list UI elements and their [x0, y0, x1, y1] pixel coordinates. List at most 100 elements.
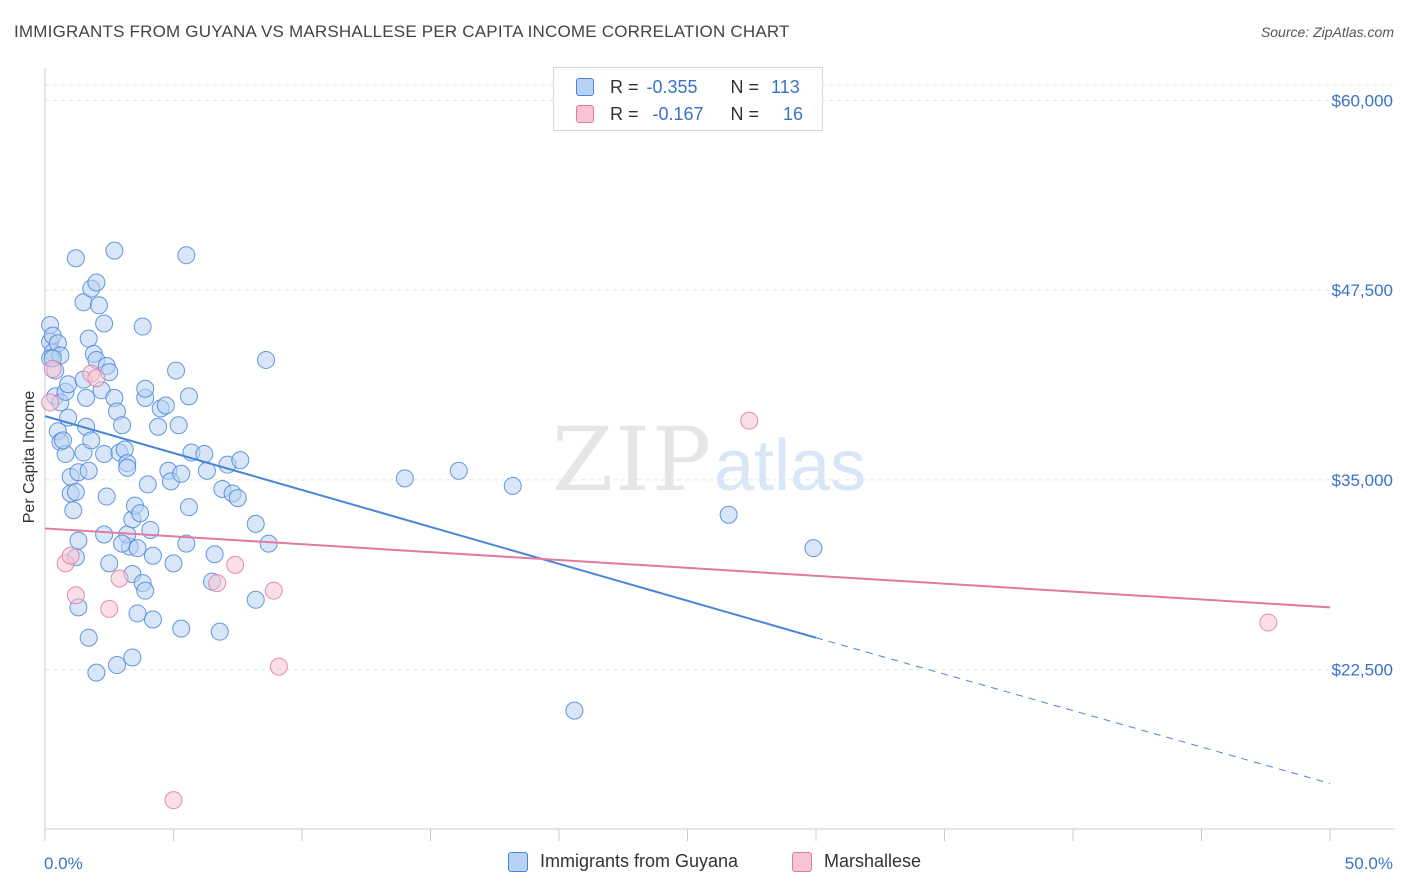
point-marshallese — [740, 411, 759, 430]
y-tick-label: $47,500 — [1332, 281, 1393, 300]
legend-r-label: R = — [610, 103, 639, 124]
point-guyana — [133, 317, 152, 336]
point-guyana — [136, 581, 155, 600]
point-guyana — [177, 534, 196, 553]
legend-r-value-guyana: -0.355 — [646, 76, 698, 97]
point-guyana — [449, 461, 468, 480]
point-marshallese — [1259, 613, 1278, 632]
point-guyana — [69, 531, 88, 550]
point-guyana — [143, 610, 162, 629]
point-marshallese — [66, 586, 85, 605]
point-guyana — [169, 416, 188, 435]
series-guyana-points — [41, 241, 823, 720]
point-guyana — [79, 329, 98, 348]
point-guyana — [177, 246, 196, 265]
watermark: ZIP atlas — [552, 408, 866, 511]
watermark-atlas: atlas — [714, 426, 866, 506]
trend-line-guyana — [44, 415, 817, 639]
point-marshallese — [87, 369, 106, 388]
point-guyana — [95, 525, 114, 544]
point-guyana — [172, 464, 191, 483]
point-guyana — [59, 375, 78, 394]
point-guyana — [395, 469, 414, 488]
series-legend-guyana: Immigrants from Guyana — [508, 851, 738, 872]
point-marshallese — [226, 555, 245, 574]
series-legend-swatch-guyana — [508, 851, 528, 872]
point-guyana — [156, 396, 175, 415]
legend-row-guyana: R = -0.355 N = 113 — [576, 75, 800, 99]
point-guyana — [246, 590, 265, 609]
point-marshallese — [164, 791, 183, 810]
point-guyana — [246, 514, 265, 533]
point-guyana — [210, 622, 229, 641]
series-marshallese-points — [41, 360, 1278, 810]
point-guyana — [105, 241, 124, 260]
legend-r-value-marshallese: -0.167 — [652, 103, 704, 124]
gridlines — [45, 84, 1395, 671]
point-guyana — [128, 604, 147, 623]
point-guyana — [565, 701, 584, 720]
x-tick-label-max: 50.0% — [1345, 854, 1393, 873]
point-guyana — [100, 554, 119, 573]
point-guyana — [87, 273, 106, 292]
point-guyana — [164, 554, 183, 573]
point-guyana — [804, 539, 823, 558]
point-guyana — [79, 628, 98, 647]
point-marshallese — [100, 599, 119, 618]
point-guyana — [179, 387, 198, 406]
point-guyana — [89, 296, 108, 315]
chart-title: IMMIGRANTS FROM GUYANA VS MARSHALLESE PE… — [14, 22, 790, 41]
series-legend-label-marshallese: Marshallese — [824, 851, 922, 871]
series-legend-marshallese: Marshallese — [792, 851, 921, 872]
point-marshallese — [43, 360, 62, 379]
point-guyana — [172, 619, 191, 638]
x-tick-label-min: 0.0% — [44, 854, 83, 873]
point-guyana — [503, 476, 522, 495]
legend-row-marshallese: R = -0.167 N = 16 — [576, 102, 803, 126]
point-guyana — [113, 416, 132, 435]
point-guyana — [118, 458, 137, 477]
point-guyana — [79, 461, 98, 480]
point-guyana — [123, 648, 142, 667]
series-legend-swatch-marshallese — [792, 851, 812, 872]
point-guyana — [95, 314, 114, 333]
trend-line-marshallese — [44, 527, 1331, 609]
point-guyana — [167, 361, 186, 380]
point-guyana — [131, 504, 150, 523]
point-guyana — [97, 487, 116, 506]
point-guyana — [228, 489, 247, 508]
point-marshallese — [41, 393, 60, 412]
trend-lines — [44, 415, 1331, 784]
watermark-zip: ZIP — [552, 408, 713, 511]
point-guyana — [149, 417, 168, 436]
tick-labels: $22,500 $35,000 $47,500 $60,000 0.0% 50.0% — [44, 91, 1393, 873]
y-axis-title: Per Capita Income — [21, 391, 38, 524]
point-guyana — [53, 431, 72, 450]
point-guyana — [719, 505, 738, 524]
point-guyana — [136, 379, 155, 398]
legend-r-label: R = — [610, 76, 639, 97]
point-guyana — [128, 539, 147, 558]
legend-n-value-marshallese: 16 — [783, 103, 804, 124]
legend-swatch-marshallese — [576, 105, 594, 123]
point-guyana — [231, 451, 250, 470]
point-marshallese — [264, 581, 283, 600]
trend-line-guyana-extrapolated — [815, 637, 1331, 784]
y-tick-label: $22,500 — [1332, 661, 1393, 680]
series-legend: Immigrants from Guyana Marshallese — [0, 851, 1406, 879]
legend-n-value-guyana: 113 — [771, 76, 800, 97]
series-legend-label-guyana: Immigrants from Guyana — [540, 851, 739, 871]
point-guyana — [107, 656, 126, 675]
legend-swatch-guyana — [576, 78, 594, 96]
point-guyana — [66, 249, 85, 268]
axes — [44, 68, 1395, 841]
point-guyana — [95, 445, 114, 464]
point-guyana — [77, 388, 96, 407]
point-guyana — [143, 546, 162, 565]
point-guyana — [138, 475, 157, 494]
point-marshallese — [110, 569, 129, 588]
point-marshallese — [61, 546, 80, 565]
legend-n-label: N = — [730, 76, 760, 97]
point-guyana — [64, 501, 83, 520]
